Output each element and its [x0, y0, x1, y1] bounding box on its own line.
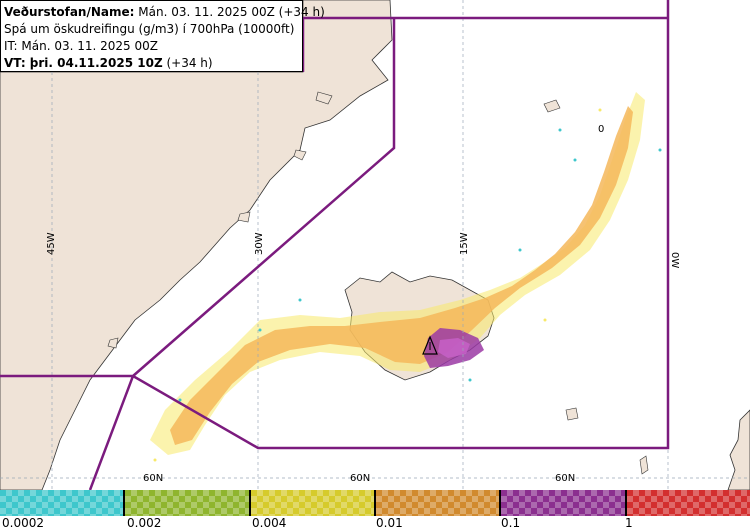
- legend-label: 0.01: [376, 516, 403, 530]
- info-line-product: Spá um öskudreifingu (g/m3) í 700hPa (10…: [4, 22, 295, 36]
- grid-label-60n-right: 60N: [555, 473, 575, 484]
- plume-marker-label: 0: [598, 124, 604, 135]
- legend-swatch: [499, 490, 625, 516]
- info-line-issuer: Veðurstofan/Name: Mán. 03. 11. 2025 00Z …: [4, 4, 325, 21]
- grid-label-30w: 30W: [254, 232, 265, 255]
- flight-region-boundary: [0, 0, 670, 490]
- grid-label-60n-left: 60N: [143, 473, 163, 484]
- faroe-islands: [565, 407, 579, 421]
- ash-fringe-speckles: [153, 108, 662, 462]
- volcano-triangle-icon: [422, 335, 438, 355]
- map-canvas: 45W 30W 15W 0W 60N 60N 60N 0: [0, 0, 750, 490]
- legend-label: 0.1: [501, 516, 521, 530]
- issuer-label: Veðurstofan/Name:: [4, 5, 135, 19]
- concentration-legend: [0, 490, 750, 516]
- legend-labels: 0.0002 0.002 0.004 0.01 0.1 1: [0, 515, 750, 532]
- valid-time-offset: (+34 h): [166, 56, 213, 70]
- legend-label: 0.004: [252, 516, 287, 530]
- norway-coastline: [727, 409, 750, 490]
- jan-mayen-island: [543, 99, 561, 113]
- valid-time-label: VT: þri. 04.11.2025 10Z: [4, 56, 163, 70]
- legend-label: 0.002: [127, 516, 162, 530]
- grid-label-15w: 15W: [459, 232, 470, 255]
- issuer-time: Mán. 03. 11. 2025 00Z (+34 h): [138, 5, 325, 19]
- legend-swatch: [624, 490, 750, 516]
- legend-swatch: [0, 490, 124, 516]
- greenland-coast-islands: [107, 91, 333, 349]
- info-line-issue-time: IT: Mán. 03. 11. 2025 00Z: [4, 39, 158, 53]
- legend-label: 0.0002: [2, 516, 44, 530]
- grid-label-60n-mid: 60N: [350, 473, 370, 484]
- legend-swatch: [373, 490, 500, 516]
- forecast-info-box: Veðurstofan/Name: Mán. 03. 11. 2025 00Z …: [0, 0, 325, 72]
- legend-swatch: [123, 490, 249, 516]
- greenland-landmass: [0, 0, 393, 490]
- legend-label: 1: [625, 516, 633, 530]
- grid-label-45w: 45W: [46, 232, 57, 255]
- info-line-valid-time: VT: þri. 04.11.2025 10Z (+34 h): [4, 55, 302, 72]
- legend-swatch: [248, 490, 374, 516]
- grid-label-0w: 0W: [669, 252, 680, 268]
- ash-plume-high-core: [438, 338, 470, 358]
- shetland-islands: [639, 455, 649, 475]
